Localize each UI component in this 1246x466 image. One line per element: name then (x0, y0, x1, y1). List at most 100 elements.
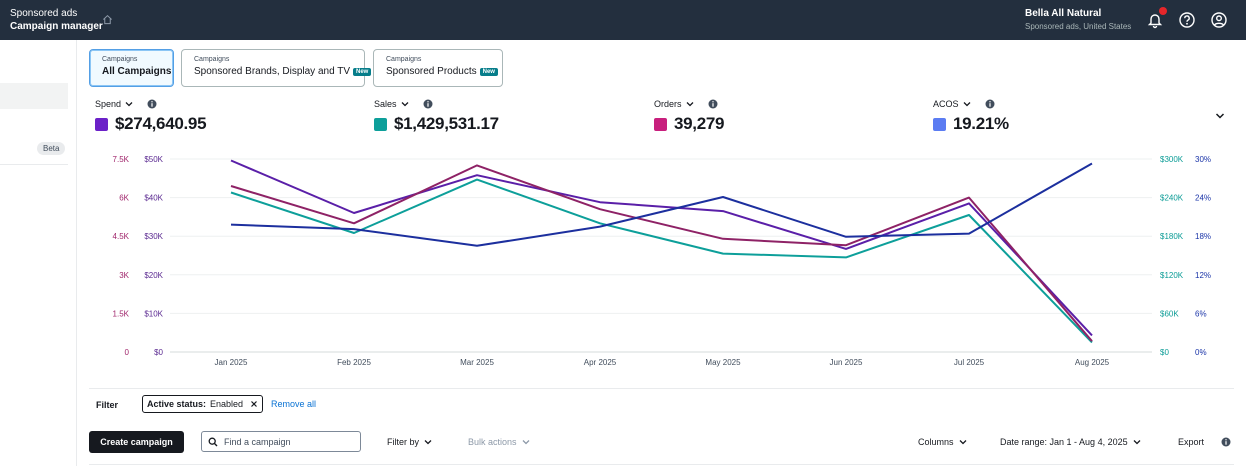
spend-axis-tick: $10K (144, 309, 163, 318)
top-bar: Sponsored ads Campaign manager Bella All… (0, 0, 1246, 40)
export-button[interactable]: Export (1178, 437, 1204, 447)
sales-axis-tick: $60K (1160, 309, 1179, 318)
info-icon[interactable] (1221, 437, 1231, 447)
series-line-spend (230, 159, 1093, 337)
sales-axis-tick: $240K (1160, 194, 1184, 203)
orders-axis-tick: 4.5K (113, 232, 130, 241)
close-icon[interactable] (250, 400, 258, 408)
date-range-dropdown[interactable]: Date range: Jan 1 - Aug 4, 2025 (1000, 437, 1141, 447)
info-icon[interactable] (423, 99, 433, 109)
filter-chip-active-status[interactable]: Active status: Enabled (142, 395, 264, 413)
chevron-down-icon (424, 440, 432, 445)
filter-by-dropdown[interactable]: Filter by (387, 437, 432, 447)
metric-value: 39,279 (674, 114, 725, 133)
x-axis-tick: May 2025 (705, 358, 741, 367)
filter-by-label: Filter by (387, 437, 420, 447)
x-axis-tick: Feb 2025 (337, 358, 371, 367)
series-line-orders (230, 164, 1093, 342)
metric-selector-orders[interactable]: Orders (654, 99, 682, 109)
spend-axis-tick: $20K (144, 271, 163, 280)
chevron-down-icon (522, 440, 529, 445)
beta-badge: Beta (37, 142, 66, 155)
bell-icon[interactable] (1146, 11, 1164, 29)
tab-all-campaigns[interactable]: Campaigns All Campaigns (89, 49, 174, 87)
account-switcher[interactable]: Bella All Natural Sponsored ads, United … (1025, 8, 1131, 31)
chevron-down-icon[interactable] (401, 100, 409, 108)
chip-value: Enabled (210, 399, 244, 409)
metric-spend: Spend $274,640.95 (95, 99, 207, 134)
x-axis-tick: Aug 2025 (1075, 358, 1110, 367)
info-icon[interactable] (708, 99, 718, 109)
sales-axis-tick: $180K (1160, 232, 1184, 241)
collapse-chart-chevron-icon[interactable] (1214, 110, 1226, 122)
chevron-down-icon[interactable] (125, 100, 133, 108)
sales-swatch (374, 117, 387, 131)
tab-label: Sponsored Brands, Display and TV (194, 66, 351, 77)
account-marketplace: Sponsored ads, United States (1025, 22, 1132, 31)
metric-sales: Sales $1,429,531.17 (374, 99, 499, 134)
spend-swatch (95, 117, 108, 131)
user-profile-icon[interactable] (1210, 11, 1228, 29)
chevron-down-icon[interactable] (686, 100, 694, 108)
sidebar-divider (0, 164, 68, 165)
x-axis-tick: Jun 2025 (830, 358, 863, 367)
x-axis-tick: Apr 2025 (584, 358, 617, 367)
series-line-sales (230, 178, 1093, 344)
chevron-down-icon (1133, 440, 1141, 445)
table-top-border (89, 464, 1234, 465)
metric-selector-acos[interactable]: ACOS (933, 99, 959, 109)
export-label: Export (1178, 437, 1205, 447)
series-line-acos (230, 162, 1093, 247)
tab-sponsored-brands-display-tv[interactable]: Campaigns Sponsored Brands, Display and … (181, 49, 372, 87)
search-icon (208, 437, 218, 446)
metric-selector-spend[interactable]: Spend (95, 99, 122, 109)
chevron-down-icon[interactable] (963, 100, 971, 108)
app-brand[interactable]: Sponsored ads Campaign manager (10, 7, 103, 33)
section-divider (89, 388, 1234, 389)
metric-value: 19.21% (953, 114, 1009, 133)
performance-line-chart: 0 1.5K 3K 4.5K 6K 7.5K $0 $10K $20K $30K $40K $50K $… (113, 155, 1211, 367)
tab-sponsored-products[interactable]: Campaigns Sponsored Products New (373, 49, 503, 87)
create-campaign-button[interactable]: Create campaign (89, 431, 184, 453)
info-icon[interactable] (985, 99, 995, 109)
metric-value: $274,640.95 (115, 114, 207, 133)
orders-swatch (654, 117, 667, 131)
acos-swatch (933, 117, 946, 131)
acos-axis-tick: 24% (1195, 194, 1211, 203)
side-navigation: Beta (0, 40, 77, 466)
orders-axis-tick: 6K (119, 194, 129, 203)
search-input[interactable] (224, 436, 354, 447)
filter-label: Filter (96, 400, 119, 410)
remove-all-filters-link[interactable]: Remove all (271, 399, 317, 409)
metric-value: $1,429,531.17 (394, 114, 499, 133)
home-icon[interactable] (102, 14, 113, 25)
x-axis-tick: Jul 2025 (954, 358, 985, 367)
campaign-search[interactable] (201, 431, 361, 452)
spend-axis-tick: $50K (144, 155, 163, 164)
tab-sub: Campaigns (194, 56, 230, 63)
app-title: Campaign manager (10, 21, 103, 32)
columns-label: Columns (918, 437, 954, 447)
account-name: Bella All Natural (1025, 8, 1102, 19)
notification-dot (1159, 7, 1167, 15)
chevron-down-icon (959, 440, 966, 445)
orders-axis-tick: 3K (119, 271, 129, 280)
help-icon[interactable] (1178, 11, 1196, 29)
chip-key: Active status: (147, 399, 207, 409)
sidebar-item-active[interactable] (0, 83, 68, 109)
bulk-actions-dropdown[interactable]: Bulk actions (468, 437, 530, 447)
metric-selector-sales[interactable]: Sales (374, 99, 397, 109)
spend-axis-tick: $30K (144, 232, 163, 241)
x-axis-tick: Jan 2025 (215, 358, 248, 367)
new-badge: New (353, 68, 372, 76)
info-icon[interactable] (147, 99, 157, 109)
acos-axis-tick: 18% (1195, 232, 1211, 241)
columns-dropdown[interactable]: Columns (918, 437, 967, 447)
tab-label: Sponsored Products (386, 66, 477, 77)
tab-label: All Campaigns (102, 66, 172, 77)
sales-axis-tick: $300K (1160, 155, 1184, 164)
bulk-actions-label: Bulk actions (468, 437, 517, 447)
sales-axis-tick: $120K (1160, 271, 1184, 280)
metric-acos: ACOS 19.21% (933, 99, 1009, 134)
tab-sub: Campaigns (102, 56, 138, 63)
